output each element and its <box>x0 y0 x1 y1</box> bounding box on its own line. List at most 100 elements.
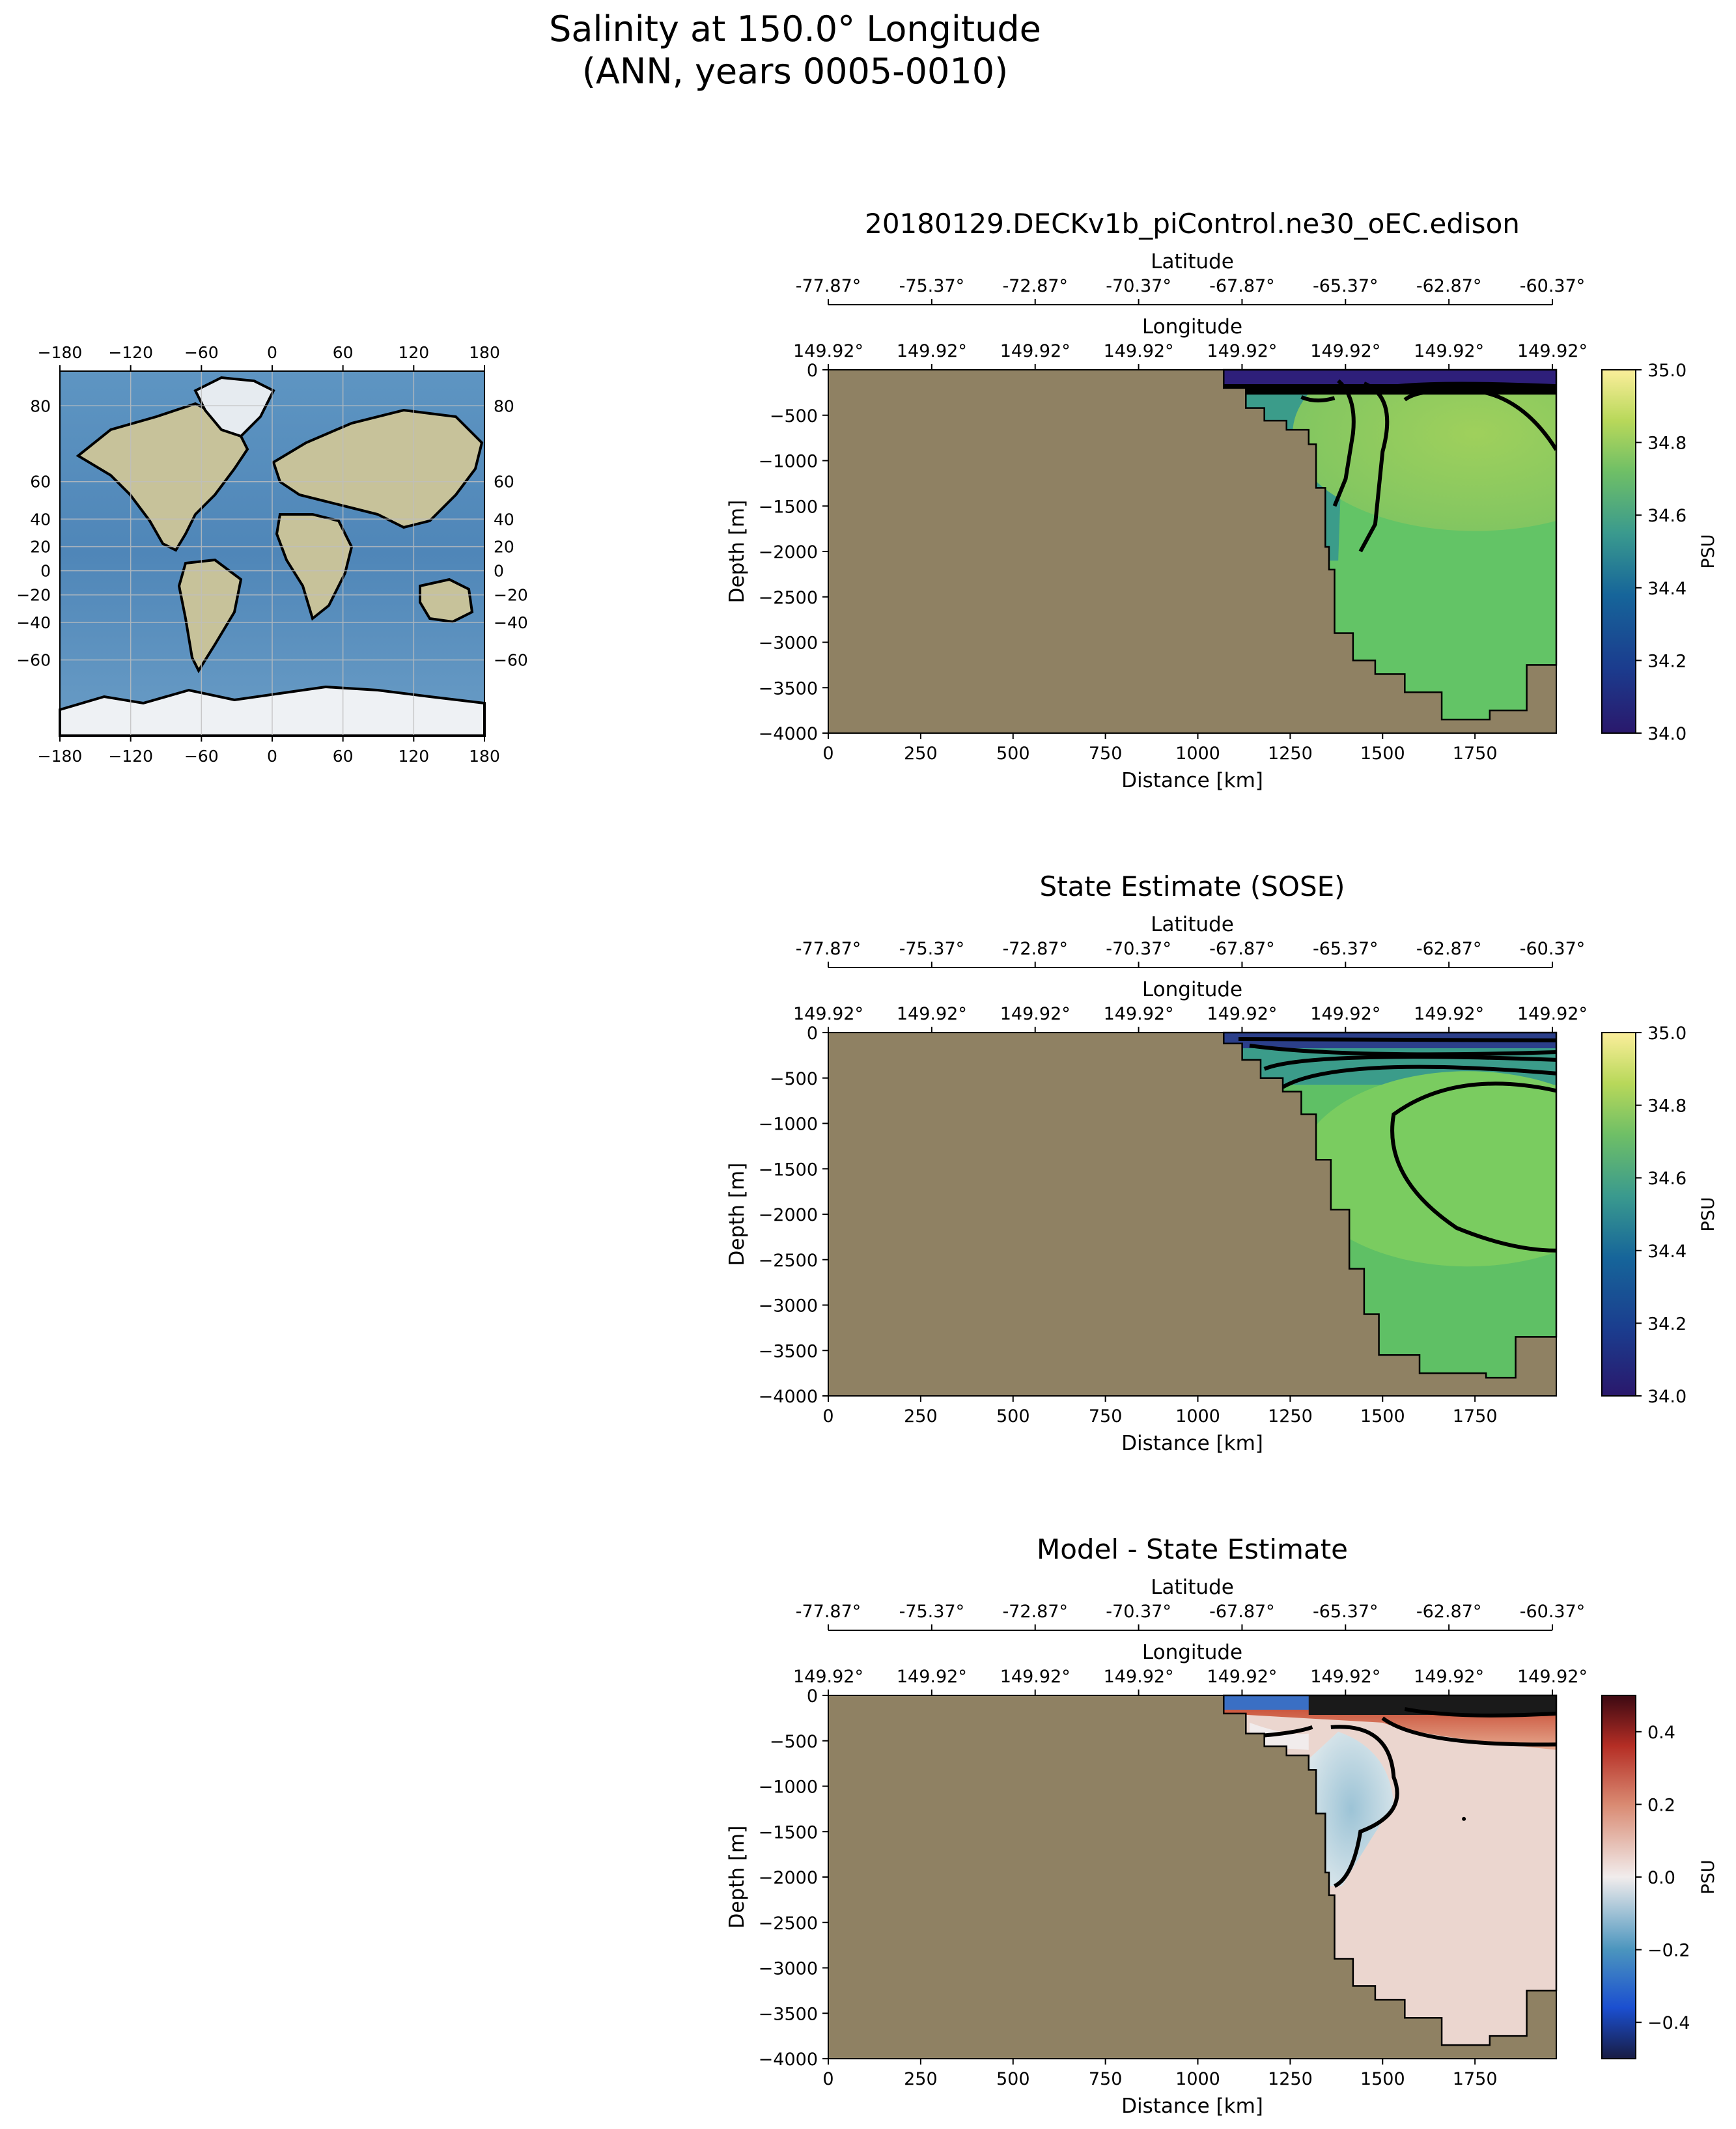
map-lat-tick-left: −20 <box>16 586 51 605</box>
y-tick-label: −4000 <box>759 2050 818 2070</box>
map-lon-tick-bottom: 0 <box>267 747 277 766</box>
bathymetry-outline <box>1222 1031 1558 1379</box>
colorbar <box>1601 369 1636 734</box>
map-lat-tick-left: 60 <box>30 473 51 492</box>
map-lat-tick-left: 80 <box>30 397 51 415</box>
map-lon-tick-bottom: −180 <box>38 747 83 766</box>
lat-tick-label: -60.37° <box>1520 939 1586 959</box>
colorbar-tick-label: 0.0 <box>1647 1868 1675 1888</box>
lon-tick-label: 149.92° <box>1517 341 1588 361</box>
y-tick-label: −2000 <box>759 1205 818 1225</box>
y-tick-label: −500 <box>770 406 818 426</box>
lon-tick-label: 149.92° <box>1104 1004 1174 1024</box>
colorbar-tick-label: 34.4 <box>1647 579 1687 599</box>
colorbar-tick-label: 34.6 <box>1647 506 1687 526</box>
colorbar-label: PSU <box>1698 1859 1718 1894</box>
x-tick-label: 1500 <box>1360 744 1405 764</box>
contour-line <box>1382 382 1556 390</box>
lat-tick-label: -60.37° <box>1520 276 1586 296</box>
map-lon-tick-top: 120 <box>398 343 429 362</box>
lat-axis-label: Latitude <box>1151 250 1234 273</box>
x-tick-label: 750 <box>1089 744 1123 764</box>
lon-tick-label: 149.92° <box>1000 1004 1071 1024</box>
contour-line <box>1332 379 1356 507</box>
land-australia <box>419 577 474 624</box>
map-lon-tick-bottom: 120 <box>398 747 429 766</box>
negative-anomaly <box>1308 1731 1394 1886</box>
map-lat-tick-left: −40 <box>16 613 51 632</box>
lat-tick-label: -72.87° <box>1002 276 1068 296</box>
x-tick-label: 750 <box>1089 2069 1123 2089</box>
lon-tick-label: 149.92° <box>793 341 863 361</box>
y-tick-label: −3000 <box>759 633 818 654</box>
lat-tick-label: -60.37° <box>1520 1602 1586 1622</box>
contour-line <box>1404 1706 1556 1718</box>
panel-title: Model - State Estimate <box>1037 1533 1348 1565</box>
contour-line <box>1281 1064 1556 1089</box>
lat-tick-label: -67.87° <box>1209 1602 1275 1622</box>
colorbar <box>1601 1032 1636 1397</box>
colorbar-label: PSU <box>1698 534 1718 568</box>
lon-axis-label: Longitude <box>1142 978 1242 1001</box>
contour-line <box>1358 382 1390 553</box>
lat-tick-label: -65.37° <box>1313 1602 1379 1622</box>
contour-line <box>1330 1725 1399 1888</box>
map-lon-tick-bottom: −120 <box>108 747 153 766</box>
lon-tick-label: 149.92° <box>1000 341 1071 361</box>
lon-tick-label: 149.92° <box>1414 1667 1484 1687</box>
contour-line <box>1300 395 1336 403</box>
lon-tick-label: 149.92° <box>897 341 967 361</box>
ocean-detail <box>1224 1695 1556 1888</box>
bathymetry-outline <box>1222 369 1558 721</box>
contour-line <box>1249 1044 1556 1057</box>
x-tick-label: 0 <box>822 744 833 764</box>
lon-tick-label: 149.92° <box>1310 1004 1380 1024</box>
lat-tick-label: -70.37° <box>1106 1602 1171 1622</box>
colorbar-tick-label: 35.0 <box>1647 361 1687 381</box>
colorbar-tick-label: 35.0 <box>1647 1023 1687 1044</box>
lon-tick-label: 149.92° <box>1104 341 1174 361</box>
x-tick-label: 500 <box>996 1406 1030 1426</box>
map-lat-tick-left: −60 <box>16 651 51 670</box>
x-tick-label: 1250 <box>1268 1406 1313 1426</box>
lon-tick-label: 149.92° <box>1414 341 1484 361</box>
colorbar-tick-label: 0.2 <box>1647 1795 1675 1815</box>
map-lat-tick-right: 40 <box>494 510 514 529</box>
y-tick-label: −4000 <box>759 1387 818 1407</box>
y-tick-label: −2000 <box>759 542 818 563</box>
x-tick-label: 1000 <box>1175 2069 1220 2089</box>
lat-tick-label: -62.87° <box>1416 1602 1482 1622</box>
map-lon-tick-top: −180 <box>38 343 83 362</box>
y-tick-label: −3500 <box>759 678 818 699</box>
map-lon-tick-top: −60 <box>184 343 219 362</box>
map-lon-tick-top: 60 <box>333 343 354 362</box>
colorbar-tick-label: 34.4 <box>1647 1242 1687 1262</box>
x-axis-label: Distance [km] <box>1121 1432 1263 1455</box>
x-tick-label: 1000 <box>1175 744 1220 764</box>
colorbar-tick-label: 34.2 <box>1647 1314 1687 1334</box>
map-lat-tick-right: −20 <box>494 586 528 605</box>
x-tick-label: 1500 <box>1360 1406 1405 1426</box>
lat-tick-label: -65.37° <box>1313 939 1379 959</box>
x-tick-label: 750 <box>1089 1406 1123 1426</box>
map-lon-tick-top: 0 <box>267 343 277 362</box>
bathymetry-outline <box>1222 1694 1558 2046</box>
x-axis-label: Distance [km] <box>1121 2094 1263 2118</box>
x-tick-label: 0 <box>822 1406 833 1426</box>
lat-tick-label: -75.37° <box>899 1602 965 1622</box>
map-ticks: −180 −180 −120 −120 −60 −60 0 0 60 60 120 120 180 180… <box>16 343 528 766</box>
lon-tick-label: 149.92° <box>897 1004 967 1024</box>
map-grid <box>59 371 485 736</box>
x-tick-label: 250 <box>904 744 938 764</box>
colorbar-tick-label: 0.4 <box>1647 1723 1675 1743</box>
section-panel-2: 0 250 500 750 1000 1250 1500 1750 Distance [km] 0… <box>725 870 1718 1455</box>
y-tick-label: −1500 <box>759 497 818 517</box>
lat-axis-label: Latitude <box>1151 913 1234 936</box>
y-tick-label: −2500 <box>759 588 818 608</box>
lon-tick-label: 149.92° <box>1207 1004 1277 1024</box>
land-greenland <box>193 376 275 438</box>
lon-tick-label: 149.92° <box>1207 1667 1277 1687</box>
figure-title-line2: (ANN, years 0005-0010) <box>582 51 1008 92</box>
map-lat-tick-right: 0 <box>494 562 504 581</box>
